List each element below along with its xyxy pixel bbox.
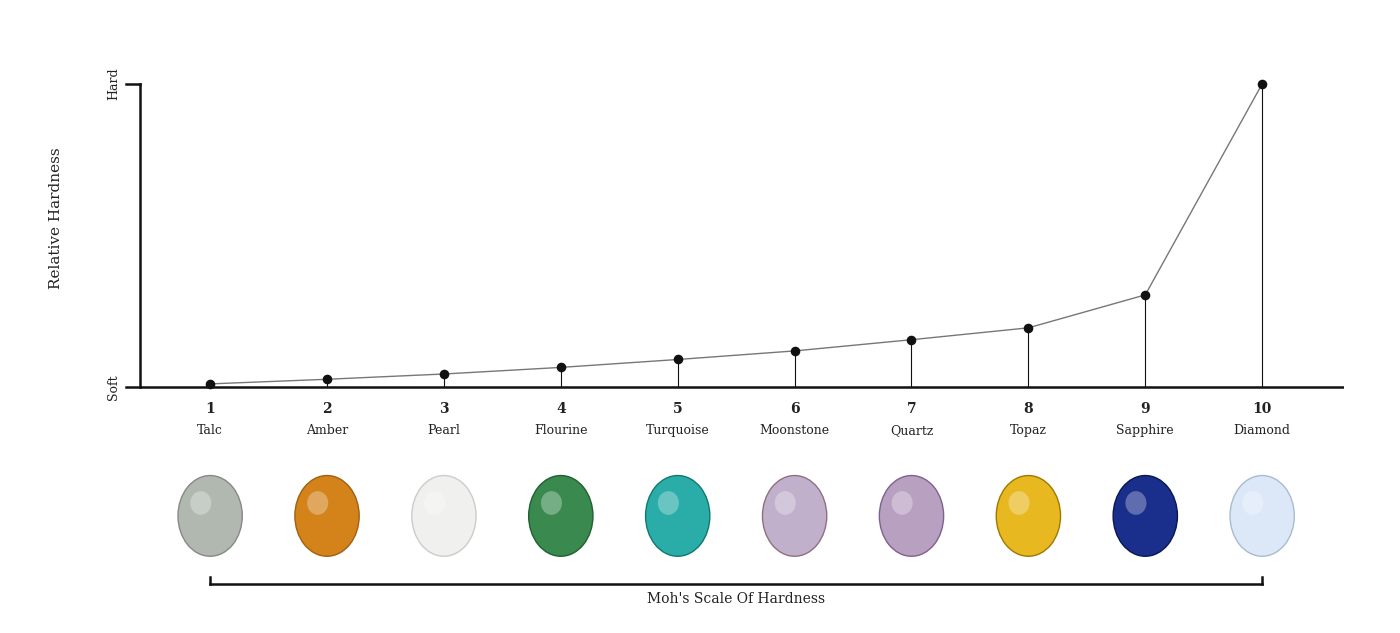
Point [550, 362, 573, 372]
Ellipse shape [774, 491, 795, 515]
Text: 5: 5 [673, 402, 683, 416]
Ellipse shape [178, 475, 242, 556]
Text: Moonstone: Moonstone [760, 424, 830, 437]
Text: Flourine: Flourine [533, 424, 588, 437]
Point [1018, 323, 1040, 333]
Text: 3: 3 [440, 402, 449, 416]
Text: 9: 9 [1141, 402, 1149, 416]
Text: Talc: Talc [197, 424, 223, 437]
Text: Pearl: Pearl [427, 424, 461, 437]
Text: 8: 8 [1023, 402, 1033, 416]
Ellipse shape [190, 491, 211, 515]
Ellipse shape [879, 475, 944, 556]
Ellipse shape [892, 491, 913, 515]
Ellipse shape [658, 491, 679, 515]
Text: 1: 1 [206, 402, 216, 416]
Text: 4: 4 [556, 402, 566, 416]
Ellipse shape [295, 475, 360, 556]
Ellipse shape [997, 475, 1061, 556]
Ellipse shape [307, 491, 328, 515]
Text: Topaz: Topaz [1009, 424, 1047, 437]
Ellipse shape [412, 475, 476, 556]
Text: Hard: Hard [108, 68, 120, 100]
Ellipse shape [424, 491, 445, 515]
Text: 6: 6 [790, 402, 799, 416]
Ellipse shape [529, 475, 594, 556]
Ellipse shape [1126, 491, 1147, 515]
Text: Turquoise: Turquoise [645, 424, 710, 437]
Ellipse shape [1008, 491, 1029, 515]
Text: 10: 10 [1253, 402, 1271, 416]
Point [199, 379, 221, 389]
Point [1252, 78, 1274, 89]
Point [1134, 290, 1156, 300]
Ellipse shape [763, 475, 827, 556]
Text: Diamond: Diamond [1233, 424, 1291, 437]
Text: Amber: Amber [307, 424, 349, 437]
Text: 2: 2 [322, 402, 332, 416]
Ellipse shape [645, 475, 710, 556]
Text: Soft: Soft [108, 374, 120, 400]
Text: Moh's Scale Of Hardness: Moh's Scale Of Hardness [647, 592, 825, 606]
Point [900, 335, 923, 345]
Point [433, 369, 455, 379]
Ellipse shape [540, 491, 561, 515]
Ellipse shape [1242, 491, 1263, 515]
Text: 7: 7 [907, 402, 917, 416]
Point [666, 354, 689, 365]
Point [784, 346, 806, 356]
Point [316, 374, 339, 384]
Ellipse shape [1231, 475, 1295, 556]
Text: Relative Hardness: Relative Hardness [49, 147, 63, 289]
Text: Quartz: Quartz [890, 424, 934, 437]
Ellipse shape [1113, 475, 1177, 556]
Text: Sapphire: Sapphire [1116, 424, 1175, 437]
